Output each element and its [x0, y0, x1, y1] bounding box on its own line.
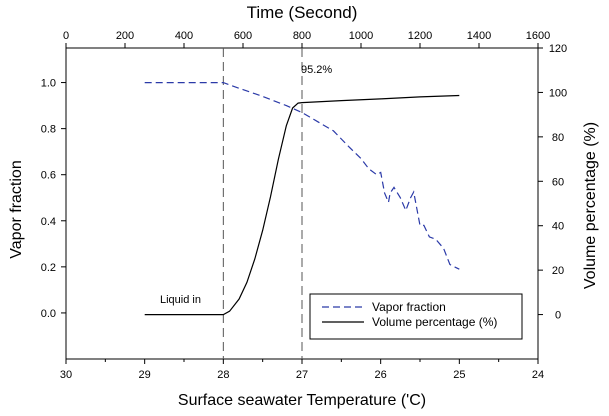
- left-tick-label: 0.4: [41, 216, 56, 228]
- left-tick-label: 0.6: [41, 170, 56, 182]
- top-tick-label: 1400: [467, 30, 491, 42]
- bottom-axis-title: Surface seawater Temperature ('C): [178, 392, 426, 409]
- left-tick-label: 1.0: [41, 78, 56, 90]
- left-tick-label: 0.0: [41, 308, 56, 320]
- right-tick-label: 60: [552, 176, 564, 188]
- top-tick-label: 0: [63, 30, 69, 42]
- top-axis-title: Time (Second): [247, 3, 358, 22]
- right-tick-label: 20: [552, 265, 564, 277]
- top-tick-label: 600: [234, 30, 252, 42]
- bottom-tick-label: 27: [296, 369, 308, 381]
- legend-box: [309, 293, 523, 340]
- right-tick-label: 120: [549, 43, 567, 55]
- top-tick-label: 1200: [408, 30, 432, 42]
- vapor-fraction-line: [144, 82, 460, 270]
- top-tick-label: 800: [293, 30, 311, 42]
- right-axis-title: Volume percentage (%): [582, 122, 599, 289]
- left-tick-label: 0.8: [41, 124, 56, 136]
- right-tick-label: 80: [552, 132, 564, 144]
- liquid-in-annotation: Liquid in: [160, 294, 201, 306]
- legend-label: Vapor fraction: [372, 300, 446, 314]
- right-tick-label: 40: [552, 221, 564, 233]
- bottom-tick-label: 25: [453, 369, 465, 381]
- right-tick-label: 100: [549, 87, 567, 99]
- bottom-tick-label: 30: [60, 369, 72, 381]
- left-axis-title: Vapor fraction: [8, 160, 25, 258]
- top-tick-label: 200: [116, 30, 134, 42]
- top-tick-label: 1600: [526, 30, 550, 42]
- peak-annotation: 95.2%: [301, 64, 332, 76]
- top-tick-label: 400: [175, 30, 193, 42]
- volume-percentage-line: [144, 94, 460, 316]
- top-tick-label: 1000: [349, 30, 373, 42]
- legend-label: Volume percentage (%): [372, 315, 497, 329]
- bottom-tick-label: 26: [375, 369, 387, 381]
- bottom-tick-label: 24: [532, 369, 544, 381]
- bottom-tick-label: 28: [217, 369, 229, 381]
- left-tick-label: 0.2: [41, 262, 56, 274]
- right-tick-label: 0: [555, 310, 561, 322]
- bottom-tick-label: 29: [139, 369, 151, 381]
